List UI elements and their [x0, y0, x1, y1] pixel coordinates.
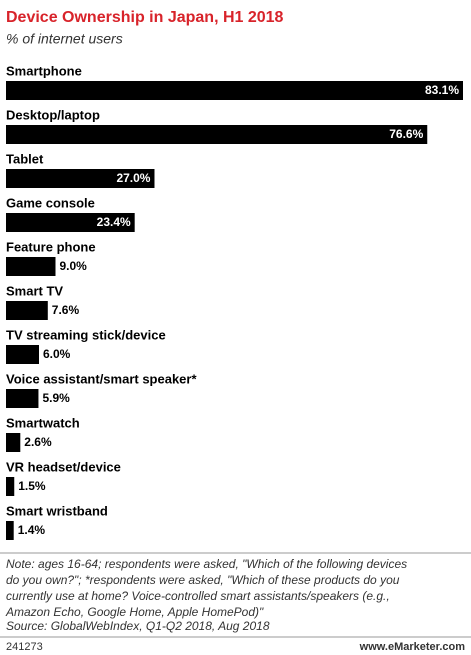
value-label: 1.4% — [18, 523, 46, 537]
bar — [6, 81, 463, 100]
note: currently use at home? Voice-controlled … — [6, 589, 390, 603]
bar — [6, 301, 48, 320]
bar — [6, 257, 56, 276]
note: Note: ages 16-64; respondents were asked… — [6, 557, 407, 571]
category-label: Smart TV — [6, 283, 63, 298]
source: Source: GlobalWebIndex, Q1-Q2 2018, Aug … — [6, 619, 270, 633]
value-label: 76.6% — [389, 127, 423, 141]
value-label: 2.6% — [24, 435, 52, 449]
value-label: 5.9% — [42, 391, 70, 405]
bar — [6, 213, 135, 232]
value-label: 1.5% — [18, 479, 46, 493]
bar — [6, 433, 21, 452]
note: do you own?"; *respondents were asked, "… — [6, 573, 400, 587]
chart-id: 241273 — [6, 641, 43, 653]
bar — [6, 521, 14, 540]
category-label: Smartwatch — [6, 415, 80, 430]
chart-title: Device Ownership in Japan, H1 2018 — [6, 9, 284, 26]
bar — [6, 169, 155, 188]
value-label: 27.0% — [116, 171, 150, 185]
category-label: VR headset/device — [6, 459, 121, 474]
category-label: Smart wristband — [6, 503, 108, 518]
category-label: Game console — [6, 195, 95, 210]
category-label: TV streaming stick/device — [6, 327, 166, 342]
value-label: 7.6% — [52, 303, 80, 317]
category-label: Tablet — [6, 151, 44, 166]
bar — [6, 389, 39, 408]
bar — [6, 125, 428, 144]
category-label: Feature phone — [6, 239, 96, 254]
bar — [6, 345, 39, 364]
website: www.eMarketer.com — [359, 641, 466, 653]
bar — [6, 477, 15, 496]
note: Amazon Echo, Google Home, Apple HomePod)… — [5, 605, 264, 619]
category-label: Desktop/laptop — [6, 107, 100, 122]
value-label: 83.1% — [425, 83, 459, 97]
category-label: Smartphone — [6, 63, 82, 78]
category-label: Voice assistant/smart speaker* — [6, 371, 197, 386]
value-label: 6.0% — [43, 347, 71, 361]
chart-subtitle: % of internet users — [6, 31, 123, 47]
value-label: 9.0% — [59, 259, 87, 273]
value-label: 23.4% — [97, 215, 131, 229]
